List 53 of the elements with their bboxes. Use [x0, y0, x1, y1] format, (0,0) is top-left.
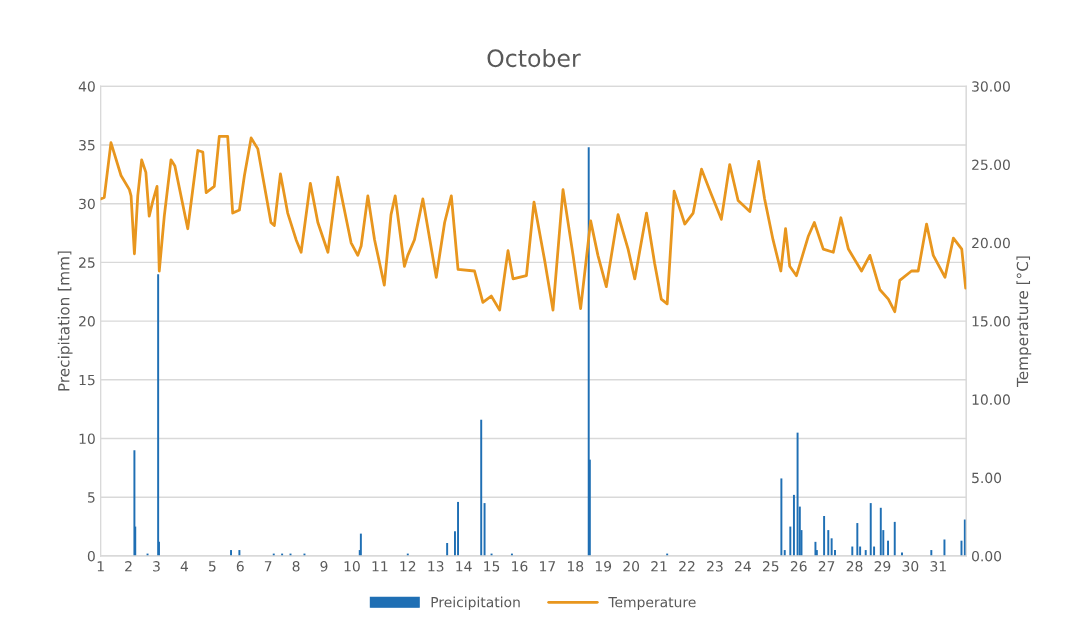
x-tick-label: 7 — [264, 561, 272, 572]
line-series — [100, 134, 967, 314]
y2-tick-label: 20.00 — [972, 237, 1010, 249]
x-tick-label: 21 — [651, 561, 667, 572]
y-tick-label: 0 — [87, 550, 95, 562]
y-tick-label: 5 — [88, 492, 95, 503]
y2-tick-label: 25.00 — [972, 159, 1010, 171]
x-tick-label: 24 — [735, 561, 751, 572]
x-tick-label: 28 — [846, 561, 863, 572]
x-tick-label: 2 — [125, 561, 132, 572]
x-tick-label: 20 — [623, 561, 640, 572]
y2-axis-title: Temperature [°C] — [1016, 256, 1032, 388]
y-tick-label: 40 — [78, 81, 95, 92]
y2-tick-label: 30.00 — [972, 81, 1010, 92]
y-tick-label: 15 — [79, 374, 95, 386]
x-tick-label: 4 — [180, 561, 189, 572]
x-tick-label: 18 — [568, 561, 584, 572]
x-tick-label: 22 — [679, 561, 695, 572]
x-tick-label: 9 — [320, 561, 328, 572]
x-tick-label: 26 — [790, 561, 807, 572]
x-tick-label: 1 — [97, 561, 104, 572]
x-tick-label: 11 — [372, 561, 388, 572]
x-tick-label: 8 — [292, 561, 300, 572]
x-tick-label: 12 — [400, 561, 416, 572]
x-tick-label: 27 — [818, 561, 835, 572]
y-tick-label: 20 — [79, 316, 95, 327]
chart-title: October — [487, 48, 581, 68]
legend-label: Temperature — [608, 597, 696, 611]
y2-tick-label: 15.00 — [972, 316, 1010, 327]
x-tick-label: 19 — [595, 561, 612, 572]
y-axis-title: Precipitation [mm] — [57, 251, 73, 391]
x-tick-label: 30 — [902, 561, 919, 572]
x-tick-label: 16 — [512, 561, 528, 572]
x-tick-label: 6 — [236, 561, 244, 572]
y2-tick-label: 5.00 — [972, 472, 1002, 484]
x-tick-label: 29 — [874, 561, 891, 572]
x-tick-label: 25 — [762, 561, 779, 572]
x-tick-label: 31 — [930, 561, 946, 572]
x-tick-label: 10 — [344, 561, 360, 572]
x-tick-label: 13 — [428, 561, 444, 572]
legend-label: Preicipitation — [431, 596, 520, 611]
x-tick-label: 5 — [208, 561, 216, 572]
x-tick-label: 17 — [540, 561, 556, 572]
x-tick-label: 3 — [153, 561, 160, 572]
y2-tick-label: 0.00 — [972, 550, 1002, 562]
y2-tick-label: 10.00 — [972, 394, 1010, 405]
x-tick-label: 15 — [484, 561, 500, 572]
y-tick-label: 25 — [79, 257, 95, 268]
y-tick-label: 35 — [79, 139, 95, 151]
y-tick-label: 30 — [79, 198, 95, 210]
x-tick-label: 23 — [707, 561, 723, 572]
x-tick-label: 14 — [456, 561, 472, 572]
y-tick-label: 10 — [79, 433, 95, 444]
